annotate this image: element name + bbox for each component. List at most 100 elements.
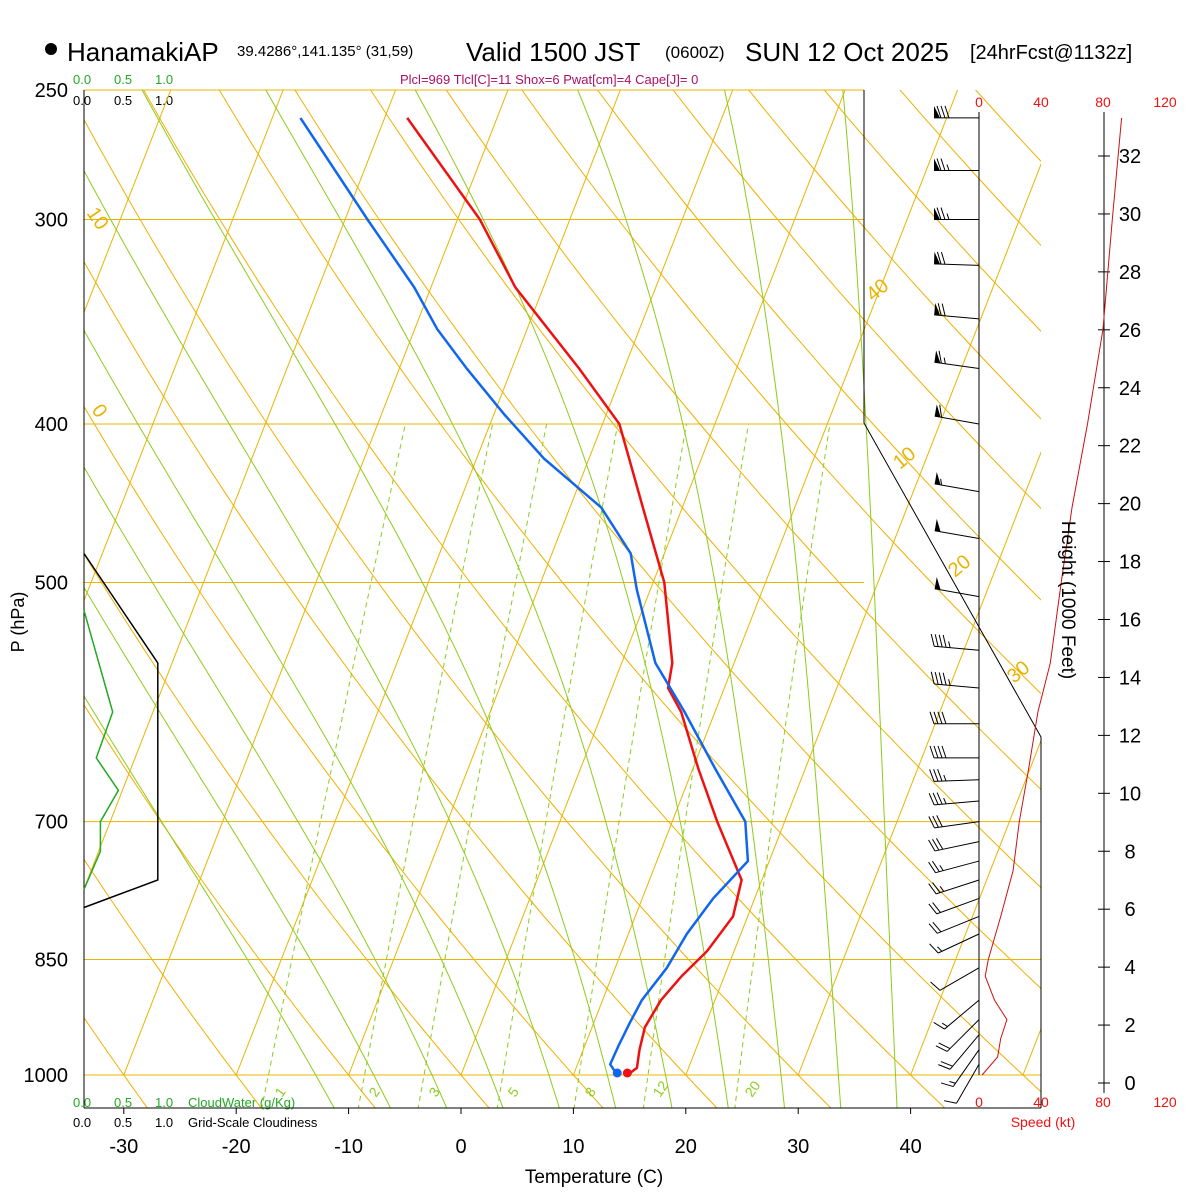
x-tick-label: 40: [899, 1136, 921, 1158]
barb-flag: [929, 745, 935, 759]
wind-barb: [929, 933, 980, 954]
dry-adiabat: [748, 90, 1041, 420]
x-axis-title: Temperature (C): [525, 1167, 663, 1188]
barb-flag: [936, 792, 943, 805]
cloudiness-bottom-ticks: 0.0 0.5 1.0 Grid-Scale Cloudiness: [73, 1115, 318, 1130]
x-tick-label: -10: [334, 1136, 363, 1158]
isotherm-line: [84, 90, 284, 603]
isotherm-line: [235, 90, 621, 1076]
barb-half-flag: [948, 679, 951, 686]
dry-adiabat: [84, 118, 832, 1108]
dry-adiabat: [1099, 61, 1200, 1110]
barb-flag: [934, 634, 939, 647]
barb-flag: [930, 981, 941, 991]
height-tick-label: 6: [1124, 899, 1135, 921]
height-tick-label: 8: [1124, 841, 1135, 863]
barb-flag: [936, 251, 942, 265]
barb-flag: [936, 207, 942, 220]
surface-dewpoint-dot: [612, 1068, 622, 1078]
x-tick-label: -30: [109, 1136, 138, 1158]
barb-flag: [941, 303, 946, 317]
pressure-tick-label: 1000: [24, 1065, 69, 1087]
barb-flag: [928, 816, 935, 829]
height-tick-label: 0: [1124, 1073, 1135, 1095]
barb-flag: [937, 711, 943, 724]
barb-shaft: [938, 933, 980, 954]
cloudwater-tick: 0.0: [73, 1095, 91, 1110]
height-axis-title: Height (1000 Feet): [1057, 521, 1078, 679]
mixing-ratio-line: [357, 423, 494, 1108]
wind-barb: [929, 711, 979, 725]
mixing-ratio-line: [261, 423, 406, 1108]
barb-pennant: [934, 576, 941, 590]
barb-flag: [932, 838, 940, 851]
barb-flag: [944, 1100, 957, 1104]
isobars: [84, 89, 1041, 1076]
barb-flag: [928, 839, 936, 852]
barb-half-flag: [940, 478, 943, 486]
x-tick-label: 0: [455, 1136, 466, 1158]
temperature-profile: [406, 117, 743, 1077]
speed-axis-title: Speed (kt): [1011, 1114, 1076, 1130]
barb-shaft: [934, 314, 980, 320]
barb-shaft: [937, 915, 980, 934]
wind-barb: [928, 860, 980, 874]
moist-adiabat: [84, 329, 504, 1108]
mixing-ratio-line: [573, 423, 687, 1108]
wind-barb: [928, 815, 980, 829]
wind-barb: [934, 251, 980, 266]
wind-barb: [928, 915, 980, 934]
valid-date: SUN 12 Oct 2025: [745, 37, 949, 67]
speed-tick-top: 120: [1153, 94, 1177, 110]
isotherm-line: [84, 90, 172, 314]
isotherm-label: 30: [1003, 657, 1034, 688]
cloudiness-tick: 1.0: [155, 93, 173, 108]
barb-flag: [932, 860, 940, 872]
isotherm-label: 20: [944, 551, 975, 582]
barb-half-flag: [948, 641, 951, 648]
speed-tick-top: 0: [975, 94, 983, 110]
speed-tick-bottom: 0: [975, 1094, 983, 1110]
speed-tick-bottom: 120: [1153, 1094, 1177, 1110]
barb-flag: [933, 711, 939, 724]
barb-flag: [928, 883, 937, 895]
height-tick-label: 4: [1124, 957, 1135, 979]
barb-flag: [935, 838, 944, 850]
barb-half-flag: [941, 1022, 948, 1027]
valid-utc: (0600Z): [665, 43, 725, 62]
barb-flag: [940, 1082, 954, 1088]
pressure-tick-label: 850: [35, 950, 68, 972]
barb-shaft: [934, 683, 980, 689]
pressure-tick-label: 400: [35, 414, 68, 436]
moist-adiabat: [84, 169, 560, 1108]
barb-shaft: [952, 1049, 980, 1087]
barb-flag: [929, 769, 935, 782]
barb-flag: [932, 882, 941, 893]
speed-tick-top: 40: [1033, 94, 1049, 110]
barb-shaft: [934, 361, 980, 370]
barb-pennant: [934, 404, 941, 418]
mixing-ratio-label: 5: [504, 1084, 522, 1100]
height-tick-label: 28: [1119, 262, 1141, 284]
barb-half-flag: [946, 164, 950, 171]
barb-pennant: [934, 350, 941, 364]
wind-barb: [944, 1064, 980, 1104]
height-tick-label: 2: [1124, 1015, 1135, 1037]
barb-shaft: [934, 483, 980, 493]
dry-adiabat: [84, 260, 718, 1108]
station-name: HanamakiAP: [67, 37, 219, 67]
mixing-ratio-label: 8: [581, 1084, 599, 1100]
isotherm-line: [1022, 1027, 1041, 1076]
barb-shaft: [946, 1019, 980, 1052]
wind-barb: [928, 838, 980, 852]
barb-pennant: [934, 518, 941, 532]
barb-pennant: [934, 302, 941, 316]
cloudiness-tick: 0.5: [114, 93, 132, 108]
cloudwater-label: CloudWater (g/Kg): [188, 1095, 295, 1110]
thermo-background: [84, 61, 1200, 1110]
dry-adiabat: [84, 1016, 148, 1108]
barb-pennant: [934, 207, 940, 220]
